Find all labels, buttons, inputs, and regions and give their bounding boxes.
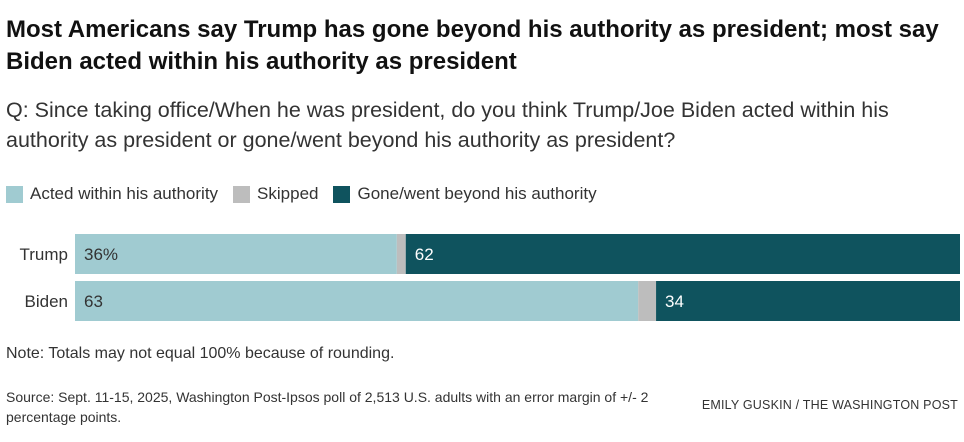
data-label-biden-acted-within-his-authority: 63 [84,292,103,311]
bar-trump-skipped [396,234,406,274]
legend-swatch-beyond [333,185,351,203]
legend-item-within: Acted within his authority [6,184,218,204]
legend-item-skipped: Skipped [233,184,318,204]
chart-note: Note: Totals may not equal 100% because … [6,345,395,362]
legend-item-beyond: Gone/went beyond his authority [333,184,597,204]
legend-label-beyond: Gone/went beyond his authority [357,184,597,203]
chart-subtitle: Q: Since taking office/When he was presi… [6,98,889,152]
legend-swatch-within [6,185,23,203]
legend-label-within: Acted within his authority [30,184,219,203]
data-label-trump-acted-within-his-authority: 36% [84,245,118,264]
bar-biden-skipped [638,281,657,321]
legend-label-skipped: Skipped [257,184,319,203]
bar-biden-gone-went-beyond-his-authority [656,281,960,321]
data-label-trump-gone-went-beyond-his-authority: 62 [415,245,434,264]
bar-biden-acted-within-his-authority [75,281,639,321]
bar-trump-acted-within-his-authority [75,234,397,274]
data-label-biden-gone-went-beyond-his-authority: 34 [665,292,684,311]
stacked-bar-chart: Trump 36% 62 Biden 63 34 [20,234,960,321]
legend-swatch-skipped [233,185,251,203]
chart-source: Source: Sept. 11-15, 2025, Washington Po… [6,389,649,425]
legend: Acted within his authority Skipped Gone/… [6,182,612,206]
chart-credit: EMILY GUSKIN / THE WASHINGTON POST [701,398,958,412]
chart-title: Most Americans say Trump has gone beyond… [6,16,939,75]
category-label-trump: Trump [20,245,69,264]
bar-trump-gone-went-beyond-his-authority [405,234,960,274]
category-label-biden: Biden [25,292,68,311]
